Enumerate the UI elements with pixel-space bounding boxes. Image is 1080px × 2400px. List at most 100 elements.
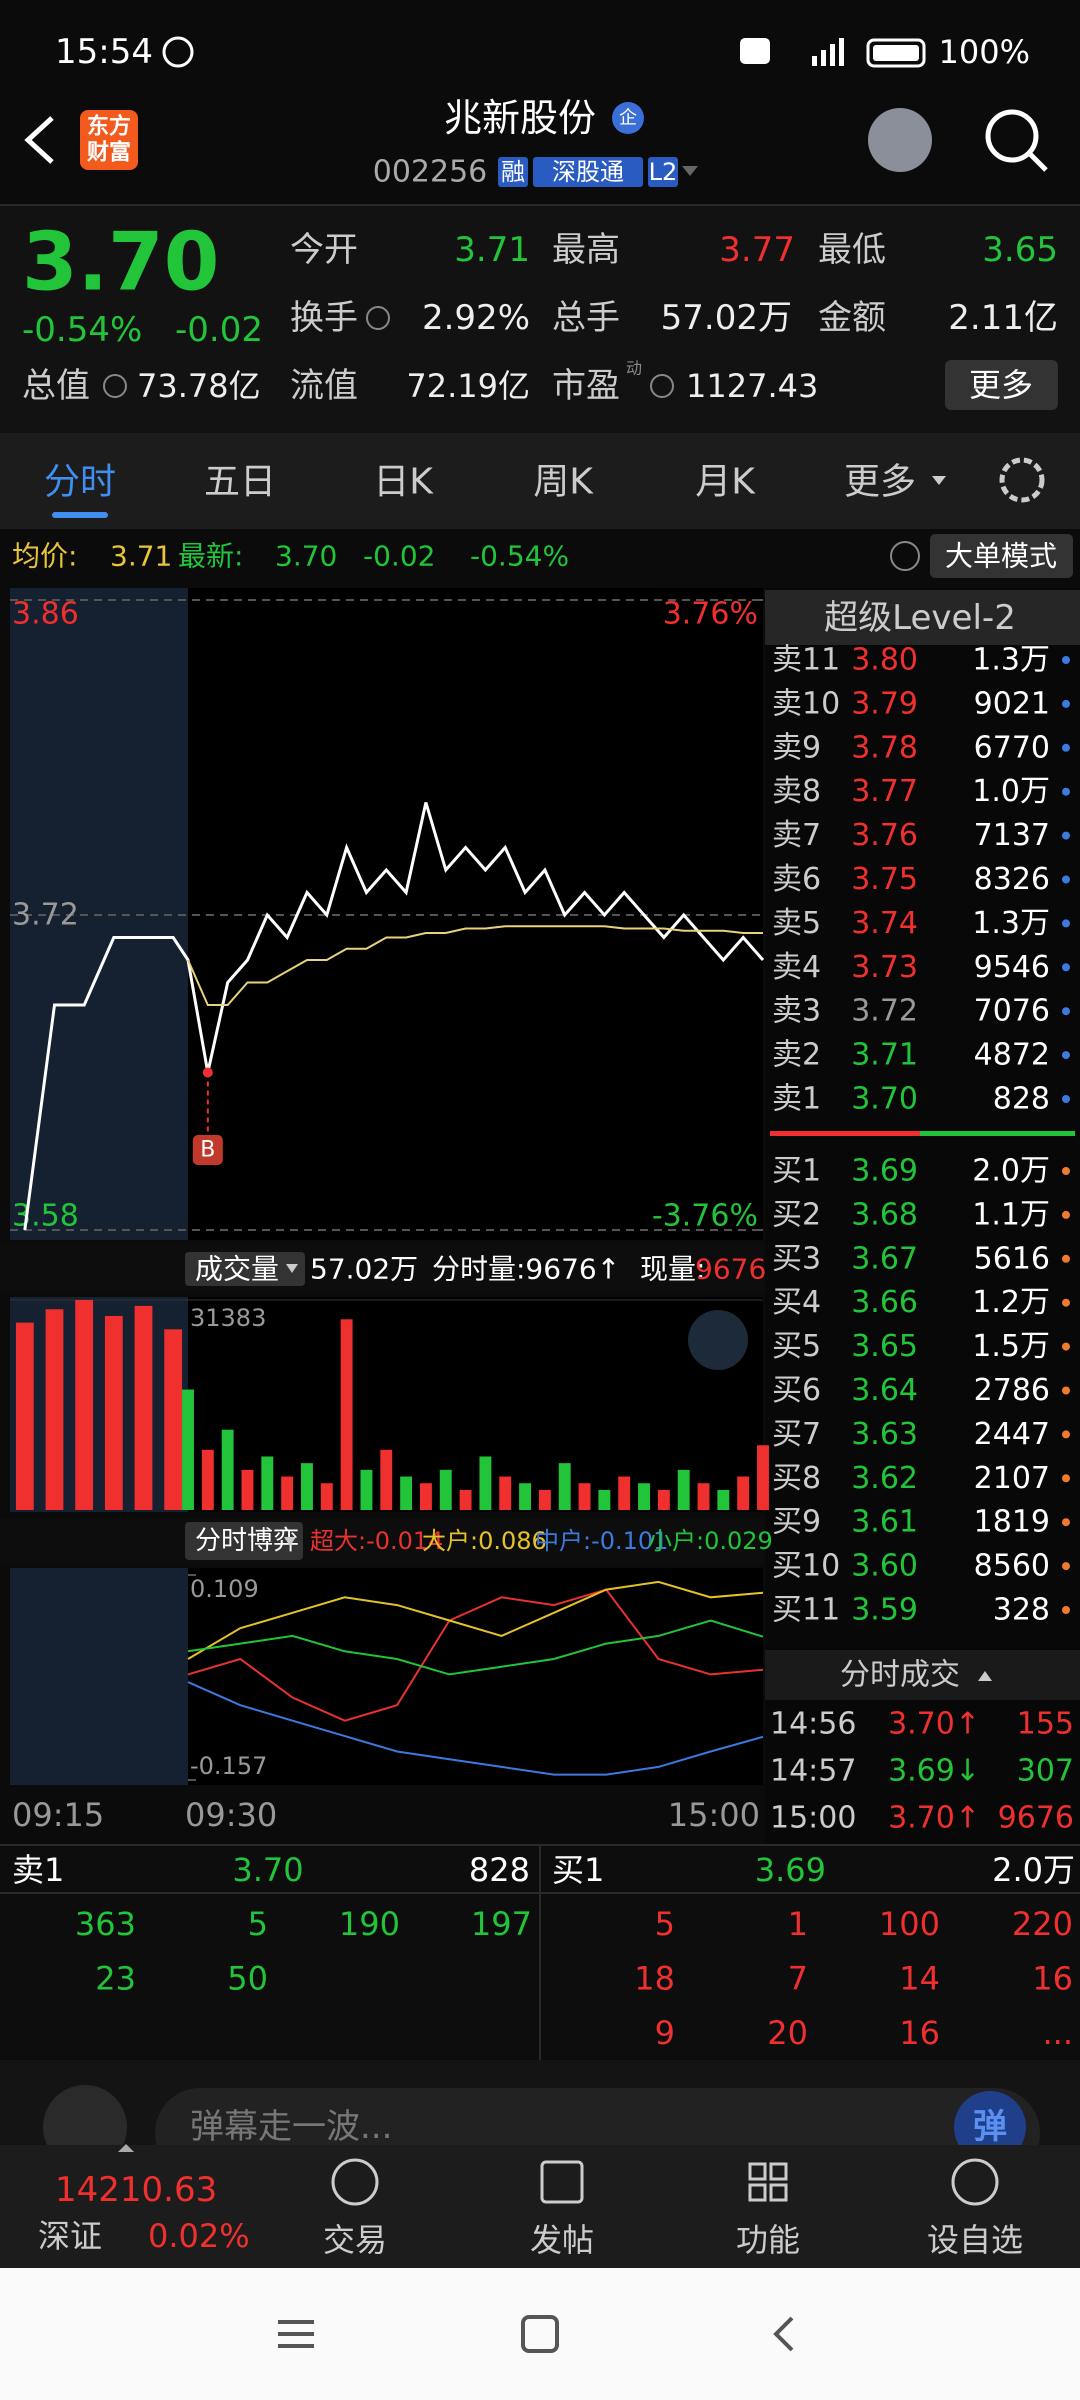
level-dot <box>1062 1210 1070 1219</box>
level-dot <box>1062 1051 1070 1060</box>
back-button[interactable] <box>24 116 54 164</box>
selector-text[interactable]: 成交量 <box>195 1253 279 1286</box>
index-value[interactable]: 14210.63 <box>55 2170 217 2210</box>
volume-bar <box>45 1309 64 1510</box>
tab[interactable]: 日K <box>373 462 434 503</box>
price-line <box>23 802 765 1231</box>
level-volume: 2107 <box>974 1461 1050 1496</box>
tag-text: L2 <box>649 158 678 186</box>
field-label: 总值 <box>22 366 90 406</box>
level-volume: 1.1万 <box>972 1197 1050 1232</box>
nav-item[interactable]: 设自选 <box>927 2221 1023 2259</box>
level-label: 卖10 <box>772 686 840 721</box>
stock-name: 兆新股份 <box>444 96 596 140</box>
volume-bar <box>538 1489 551 1510</box>
level-label: 买4 <box>772 1285 821 1320</box>
search-button[interactable] <box>985 109 1039 163</box>
level-price: 3.60 <box>851 1549 918 1584</box>
premarket-shade <box>10 1297 188 1512</box>
level-price: 3.74 <box>851 906 918 941</box>
back-key[interactable] <box>773 2316 794 2352</box>
mode-button[interactable] <box>930 534 1073 578</box>
flow-header <box>0 1518 765 1564</box>
x-tick-label: 15:00 <box>668 1796 760 1834</box>
tab[interactable]: 五日 <box>204 462 276 503</box>
level-label: 卖11 <box>772 643 840 678</box>
info-icon[interactable] <box>650 374 674 398</box>
queue-order: 20 <box>767 2014 808 2052</box>
help-icon[interactable] <box>890 541 920 571</box>
y-tick-label: 3.58 <box>12 1199 79 1234</box>
home-key[interactable] <box>521 2315 559 2353</box>
volume-bar <box>737 1476 750 1510</box>
volume-bar <box>697 1483 710 1510</box>
selector-text[interactable]: 分时博弈 <box>195 1526 299 1556</box>
volume-bar <box>182 1389 194 1510</box>
queue-order: 197 <box>471 1905 532 1943</box>
volume-bar <box>104 1315 123 1510</box>
volume-bar <box>519 1483 532 1510</box>
queue-order: ... <box>1042 2014 1073 2052</box>
field-label: 金额 <box>818 298 886 338</box>
volume-bar <box>499 1476 512 1510</box>
trades-title: 分时成交 <box>840 1658 960 1693</box>
queue-order: 16 <box>899 2014 940 2052</box>
tag-text: 深股通 <box>552 158 624 186</box>
level-dot <box>1062 787 1070 796</box>
legend-entry: 大户:0.086 <box>422 1527 547 1555</box>
trade-icon <box>331 2158 379 2206</box>
more-button[interactable] <box>945 360 1058 410</box>
index-change: 0.02% <box>148 2217 250 2255</box>
level-label: 卖3 <box>772 994 821 1029</box>
level-price: 3.65 <box>851 1329 918 1364</box>
index-toggle[interactable] <box>118 2144 134 2152</box>
more-button-text[interactable]: 更多 <box>969 366 1033 404</box>
settings-button[interactable] <box>999 457 1045 503</box>
queue-label: 买1 <box>552 1851 604 1889</box>
menu-key[interactable] <box>278 2320 314 2348</box>
nav-item[interactable]: 交易 <box>323 2221 387 2259</box>
queue-order: 100 <box>879 1905 940 1943</box>
flow-selector[interactable] <box>185 1522 303 1560</box>
expand-button[interactable] <box>688 1310 748 1370</box>
period-volume: 分时量:9676↑ <box>432 1253 620 1286</box>
level-label: 买6 <box>772 1373 821 1408</box>
selector-icon <box>284 1537 296 1546</box>
nav-item[interactable]: 发帖 <box>530 2221 594 2259</box>
tab[interactable]: 分时 <box>44 462 116 503</box>
queue-order: 190 <box>339 1905 400 1943</box>
volume-bar <box>241 1469 254 1510</box>
change-pct: -0.54% <box>22 310 142 350</box>
volume-selector[interactable] <box>185 1252 305 1286</box>
queue-price: 3.69 <box>755 1851 826 1889</box>
field-value: 2.92% <box>422 298 530 338</box>
field-value: 3.71 <box>454 230 530 270</box>
mode-button-text[interactable]: 大单模式 <box>945 540 1057 573</box>
flow-line <box>187 1681 764 1776</box>
tab[interactable]: 更多 <box>844 462 916 503</box>
level-volume: 1.0万 <box>972 774 1050 809</box>
tab[interactable]: 月K <box>695 462 756 503</box>
level-label: 卖4 <box>772 950 821 985</box>
volume-bar <box>717 1489 730 1510</box>
tab[interactable]: 周K <box>533 462 594 503</box>
assistant-avatar[interactable] <box>868 108 932 172</box>
info-icon[interactable] <box>366 306 390 330</box>
comment-button[interactable]: 弹 <box>973 2107 1007 2147</box>
volume-bar <box>479 1456 492 1510</box>
x-tick-label: 09:30 <box>185 1796 277 1834</box>
trades-toggle[interactable] <box>978 1671 992 1681</box>
queue-order: 5 <box>248 1905 268 1943</box>
level-dot <box>1062 831 1070 840</box>
comment-placeholder[interactable]: 弹幕走一波... <box>190 2107 392 2147</box>
volume-bar <box>340 1319 353 1510</box>
signal-icon <box>812 38 844 66</box>
bottom-nav <box>0 2145 1080 2268</box>
info-change: -0.02 <box>363 540 435 573</box>
y-tick-label: 3.86 <box>12 597 79 632</box>
volume-bar <box>618 1476 631 1510</box>
level-label: 卖5 <box>772 906 821 941</box>
info-icon[interactable] <box>103 374 127 398</box>
nav-item[interactable]: 功能 <box>736 2221 800 2259</box>
dropdown-icon[interactable] <box>682 166 698 176</box>
